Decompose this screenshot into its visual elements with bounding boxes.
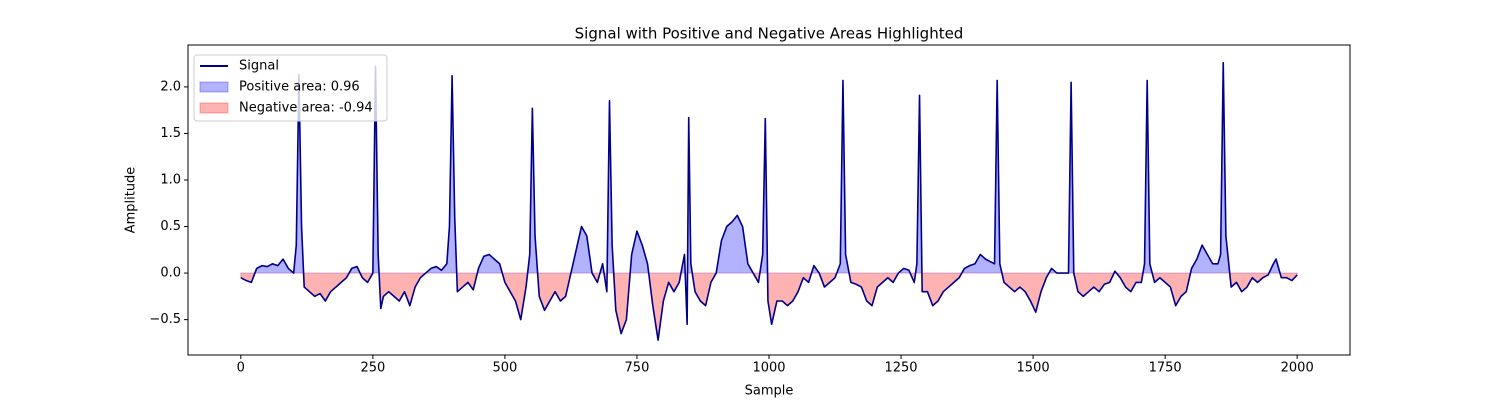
legend-patch	[199, 102, 229, 114]
y-tick-label: −0.5	[149, 312, 181, 327]
x-tick-label: 250	[360, 361, 385, 376]
x-tick-label: 1000	[752, 361, 785, 376]
x-axis-label: Sample	[745, 384, 794, 399]
legend-patch	[199, 81, 229, 93]
y-axis-label: Amplitude	[124, 167, 139, 234]
legend-label: Signal	[239, 59, 279, 74]
y-tick-label: 2.0	[160, 79, 181, 94]
x-tick-label: 2000	[1281, 361, 1314, 376]
legend-label: Positive area: 0.96	[239, 80, 360, 95]
x-tick-label: 1750	[1149, 361, 1182, 376]
chart-title: Signal with Positive and Negative Areas …	[575, 25, 964, 43]
y-tick-label: 1.0	[160, 172, 181, 187]
signal-line	[240, 61, 1298, 341]
x-tick-label: 1250	[884, 361, 917, 376]
legend-label: Negative area: -0.94	[239, 101, 373, 116]
y-tick-label: 1.5	[160, 126, 181, 141]
legend-box	[193, 54, 388, 122]
negative-area	[240, 273, 1298, 341]
positive-area	[240, 62, 1298, 274]
x-tick-label: 500	[492, 361, 517, 376]
x-tick-label: 1500	[1017, 361, 1050, 376]
x-tick-label: 0	[237, 361, 245, 376]
y-tick-label: 0.5	[160, 219, 181, 234]
y-tick-label: 0.0	[160, 266, 181, 281]
x-tick-label: 750	[625, 361, 650, 376]
